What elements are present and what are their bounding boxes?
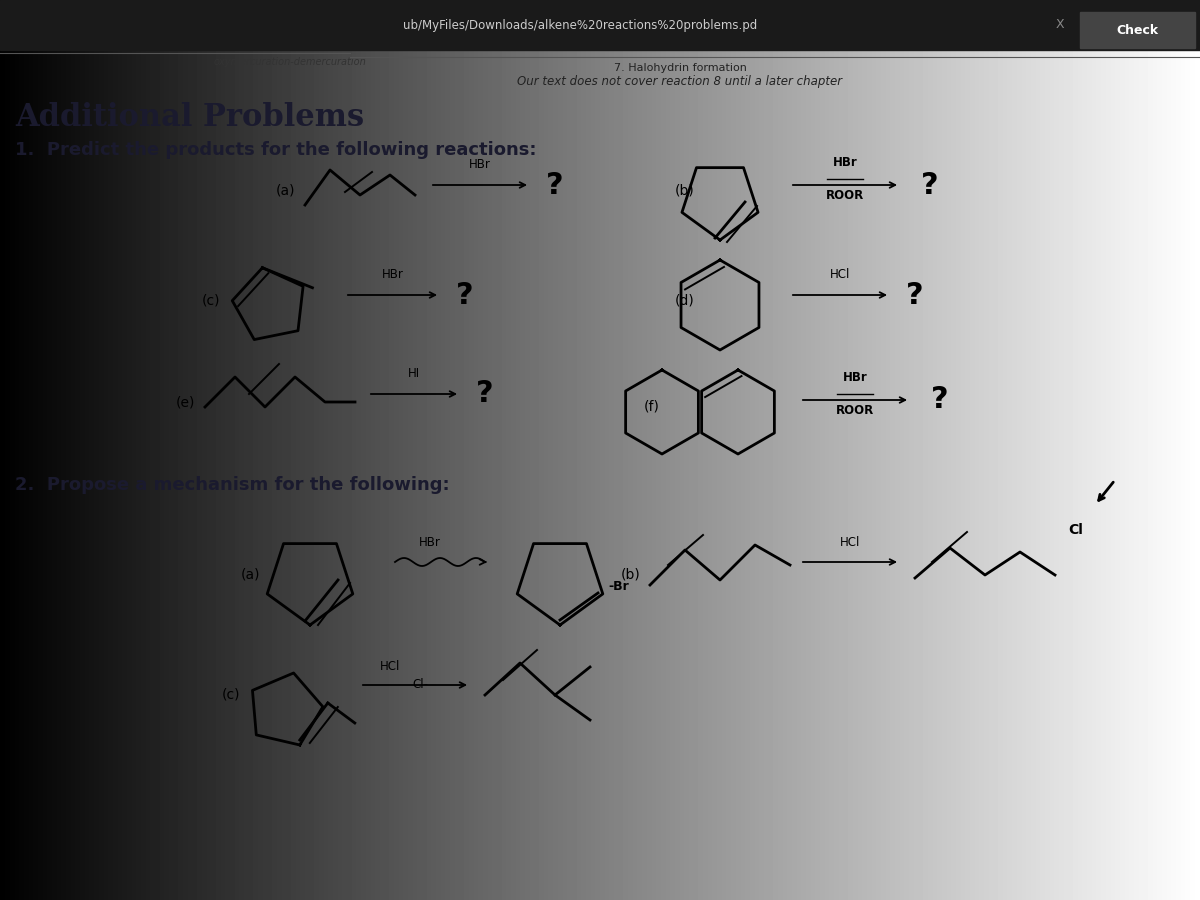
Text: Check: Check	[1116, 23, 1158, 37]
Text: (c): (c)	[202, 293, 220, 307]
Text: HBr: HBr	[469, 158, 491, 171]
Text: Cl-: Cl-	[412, 679, 428, 691]
Text: (b): (b)	[676, 183, 695, 197]
Text: 7. Halohydrin formation: 7. Halohydrin formation	[613, 63, 746, 73]
Text: ?: ?	[456, 281, 474, 310]
Text: (f): (f)	[644, 400, 660, 414]
Text: HBr: HBr	[382, 268, 403, 281]
Text: (a): (a)	[240, 568, 260, 582]
Text: Cl: Cl	[1068, 523, 1082, 537]
Text: ROOR: ROOR	[826, 189, 864, 202]
Text: X: X	[1056, 19, 1064, 32]
Text: 2.  Propose a mechanism for the following:: 2. Propose a mechanism for the following…	[14, 476, 450, 494]
Text: 1.  Predict the products for the following reactions:: 1. Predict the products for the followin…	[14, 141, 536, 159]
Text: (c): (c)	[222, 688, 240, 702]
Text: ?: ?	[476, 380, 494, 409]
Text: HBr: HBr	[419, 536, 440, 548]
Text: Our text does not cover reaction 8 until a later chapter: Our text does not cover reaction 8 until…	[517, 76, 842, 88]
Text: HCl: HCl	[830, 268, 850, 281]
Text: (b): (b)	[620, 568, 640, 582]
Text: -Br: -Br	[608, 580, 629, 593]
Bar	[1080, 12, 1195, 48]
Text: ?: ?	[931, 385, 949, 415]
Bar	[0, 0, 1200, 50]
Text: HCl: HCl	[380, 661, 400, 673]
Text: ROOR: ROOR	[836, 404, 874, 417]
Text: ?: ?	[922, 170, 938, 200]
Text: (e): (e)	[175, 395, 194, 409]
Text: ?: ?	[906, 281, 924, 310]
Text: HI: HI	[408, 367, 420, 380]
Text: HBr: HBr	[842, 371, 868, 384]
Text: ub/MyFiles/Downloads/alkene%20reactions%20problems.pd: ub/MyFiles/Downloads/alkene%20reactions%…	[403, 19, 757, 32]
Text: HCl: HCl	[840, 536, 860, 548]
Text: Additional Problems: Additional Problems	[14, 103, 364, 133]
Text: ?: ?	[546, 170, 564, 200]
Text: HBr: HBr	[833, 156, 857, 169]
Text: (d): (d)	[676, 293, 695, 307]
Text: (a): (a)	[276, 183, 295, 197]
Text: oxymercuration-demercuration: oxymercuration-demercuration	[214, 57, 366, 67]
